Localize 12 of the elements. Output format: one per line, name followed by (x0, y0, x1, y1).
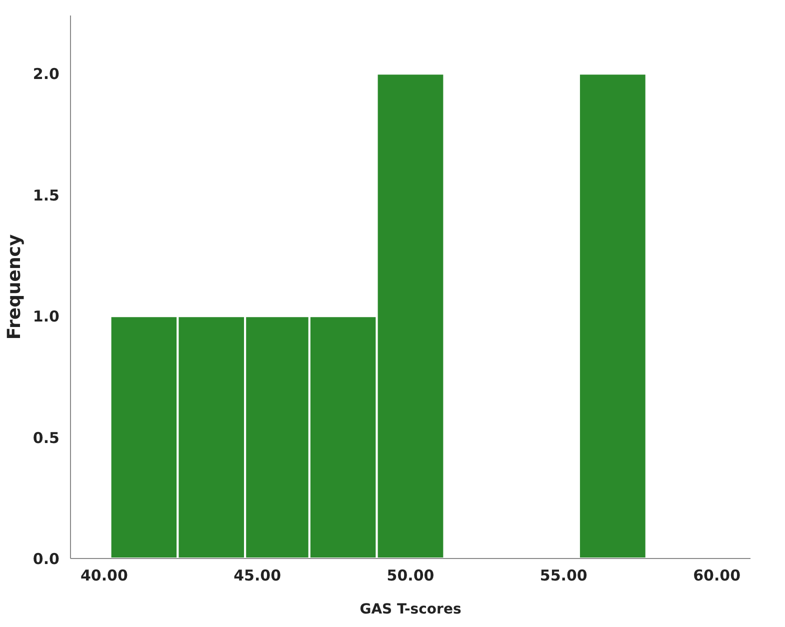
x-tick-label: 55.00 (540, 566, 588, 584)
x-tick-label: 40.00 (80, 566, 128, 584)
y-tick-label: 2.0 (32, 65, 60, 84)
y-axis-title: Frequency (4, 234, 25, 340)
x-tick-label: 60.00 (693, 566, 741, 584)
y-tick-label: 1.5 (32, 186, 60, 204)
y-tick-label: 0.5 (32, 428, 60, 447)
x-tick-label: 45.00 (234, 566, 282, 584)
x-tick-label: 50.00 (386, 566, 434, 584)
y-tick-label: 0.0 (32, 550, 60, 568)
x-axis-title: GAS T-scores (360, 602, 462, 618)
y-tick-label: 1.0 (32, 308, 60, 326)
